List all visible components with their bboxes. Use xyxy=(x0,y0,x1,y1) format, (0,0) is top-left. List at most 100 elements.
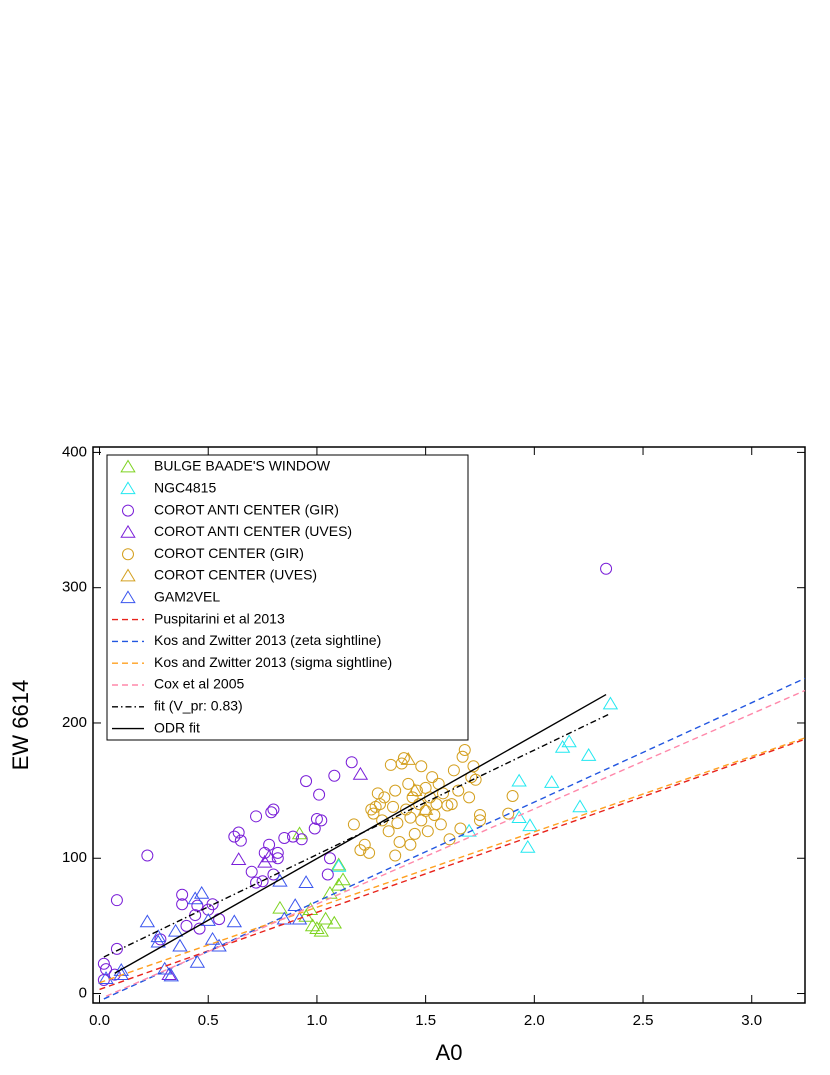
point xyxy=(452,784,465,797)
x-tick-label: 2.5 xyxy=(633,1012,654,1029)
plot-frame xyxy=(92,446,806,1004)
point xyxy=(323,852,336,865)
point xyxy=(309,921,325,934)
legend-marker xyxy=(120,568,136,582)
point xyxy=(426,771,439,784)
point xyxy=(580,747,597,761)
legend-label: NGC4815 xyxy=(154,480,216,496)
point xyxy=(367,807,380,820)
point xyxy=(271,852,284,865)
point xyxy=(230,852,247,865)
point xyxy=(461,823,477,837)
point xyxy=(447,764,460,777)
point xyxy=(298,875,314,888)
point xyxy=(176,898,189,911)
point xyxy=(232,826,245,839)
point xyxy=(445,798,458,811)
point xyxy=(407,783,423,796)
point xyxy=(172,938,188,952)
point xyxy=(408,827,421,840)
point xyxy=(308,822,321,835)
legend-label: COROT ANTI CENTER (UVES) xyxy=(154,523,352,539)
point xyxy=(441,799,454,812)
legend-label: GAM2VEL xyxy=(154,589,220,605)
point xyxy=(287,830,300,843)
point xyxy=(263,838,276,851)
point xyxy=(150,934,166,948)
legend-marker xyxy=(120,524,136,538)
point xyxy=(291,911,308,925)
point xyxy=(271,846,284,859)
legend-label: Cox et al 2005 xyxy=(154,676,244,692)
point xyxy=(228,830,241,843)
point xyxy=(600,562,613,575)
fit-line xyxy=(103,712,611,958)
point xyxy=(520,839,536,853)
point xyxy=(522,818,538,832)
point xyxy=(267,868,280,881)
legend-label: BULGE BAADE'S WINDOW xyxy=(154,458,331,474)
point xyxy=(328,769,341,782)
point xyxy=(187,891,203,905)
point xyxy=(389,784,402,797)
point xyxy=(404,838,417,851)
y-tick-label: 0 xyxy=(79,984,87,1001)
point xyxy=(469,773,482,786)
point xyxy=(272,873,288,887)
legend-label: Puspitarini et al 2013 xyxy=(154,610,285,626)
point xyxy=(157,961,173,975)
point xyxy=(544,775,560,788)
point xyxy=(139,914,156,928)
point xyxy=(561,734,577,748)
legend-label: COROT ANTI CENTER (GIR) xyxy=(154,501,339,517)
point xyxy=(473,814,486,827)
point xyxy=(456,750,469,763)
point xyxy=(415,760,428,773)
point xyxy=(98,971,114,985)
point xyxy=(110,894,123,907)
point xyxy=(371,787,384,800)
point xyxy=(378,791,391,804)
point xyxy=(602,696,619,710)
point xyxy=(113,967,129,980)
point xyxy=(300,775,313,788)
point xyxy=(382,825,395,838)
point xyxy=(206,898,219,911)
point xyxy=(108,968,121,981)
point xyxy=(430,798,443,811)
point xyxy=(352,766,369,780)
legend-box xyxy=(106,454,469,741)
point xyxy=(463,791,476,804)
point xyxy=(406,791,419,804)
point xyxy=(443,833,456,846)
point xyxy=(110,942,123,955)
point xyxy=(261,849,277,863)
y-tick-label: 400 xyxy=(62,443,87,460)
point xyxy=(402,777,415,790)
point xyxy=(397,752,410,765)
point xyxy=(200,913,216,926)
point xyxy=(391,817,404,830)
point xyxy=(421,825,434,838)
point xyxy=(400,752,416,765)
legend-label: Kos and Zwitter 2013 (zeta sightline) xyxy=(154,632,381,648)
point xyxy=(347,818,360,831)
x-tick-label: 1.5 xyxy=(415,1012,436,1029)
point xyxy=(404,811,417,824)
x-tick-label: 2.0 xyxy=(524,1012,545,1029)
point xyxy=(458,744,471,757)
point xyxy=(250,876,263,889)
point xyxy=(295,833,308,846)
legend-label: ODR fit xyxy=(154,719,200,735)
point xyxy=(150,929,166,943)
point xyxy=(502,807,515,820)
legend-marker xyxy=(120,459,136,473)
y-tick-label: 200 xyxy=(62,714,87,731)
point xyxy=(330,857,347,871)
point xyxy=(213,913,226,926)
point xyxy=(369,800,382,813)
x-tick-label: 3.0 xyxy=(741,1012,762,1029)
point xyxy=(250,810,263,823)
legend-label: Kos and Zwitter 2013 (sigma sightline) xyxy=(154,654,392,670)
